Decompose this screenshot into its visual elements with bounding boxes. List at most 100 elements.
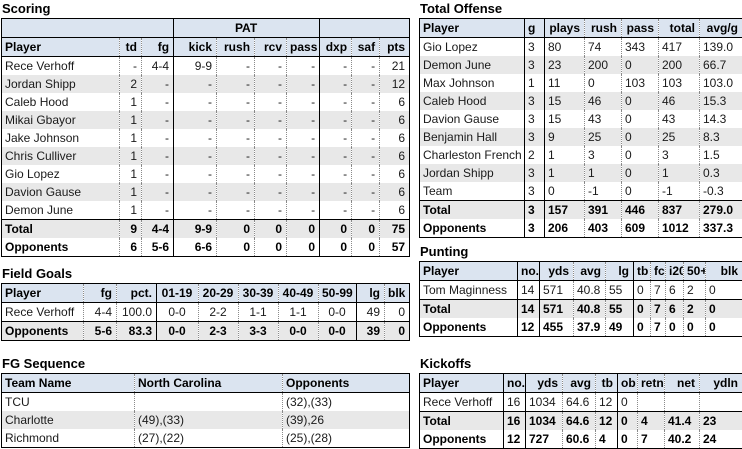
column-header: pts bbox=[380, 38, 410, 57]
stat-cell: - bbox=[217, 183, 255, 201]
stat-cell: - bbox=[217, 201, 255, 220]
stat-cell: - bbox=[320, 57, 352, 76]
row-label-cell: Total bbox=[420, 201, 525, 220]
stat-cell: 103 bbox=[659, 74, 700, 92]
stat-cell: 571 bbox=[540, 281, 574, 300]
group-header-label: PAT bbox=[174, 19, 320, 38]
stat-cell: 49 bbox=[606, 318, 634, 337]
stat-cell: - bbox=[174, 129, 217, 147]
stat-cell: - bbox=[287, 201, 320, 220]
stat-cell: 0 bbox=[706, 318, 742, 337]
column-header: pct. bbox=[117, 284, 157, 303]
column-header: pass bbox=[622, 19, 659, 38]
stat-cell: - bbox=[352, 129, 380, 147]
stat-cell: 0 bbox=[634, 281, 651, 300]
stat-cell: 1-1 bbox=[279, 303, 319, 322]
stat-cell: - bbox=[255, 129, 287, 147]
stat-cell: - bbox=[320, 183, 352, 201]
stat-cell: 0-0 bbox=[319, 303, 357, 322]
stat-cell: 16 bbox=[504, 393, 526, 412]
stat-cell: 1 bbox=[585, 164, 622, 182]
stat-cell: 4 bbox=[638, 412, 665, 431]
stat-cell: 57 bbox=[380, 238, 410, 257]
stat-cell: 11 bbox=[545, 74, 585, 92]
stat-cell: 43 bbox=[585, 110, 622, 128]
stat-cell: - bbox=[320, 75, 352, 93]
stat-cell: 21 bbox=[380, 57, 410, 76]
stat-cell: 9-9 bbox=[174, 57, 217, 76]
stat-cell: 3 bbox=[525, 201, 545, 220]
stat-cell: 23 bbox=[545, 56, 585, 74]
row-label-cell: Opponents bbox=[420, 430, 504, 449]
stat-cell: - bbox=[142, 93, 174, 111]
column-header: total bbox=[659, 19, 700, 38]
stat-cell: 6 bbox=[380, 129, 410, 147]
stat-cell: 3 bbox=[525, 128, 545, 146]
stat-cell: 1 bbox=[120, 165, 142, 183]
stat-cell: 6 bbox=[380, 201, 410, 220]
stat-cell: 0 bbox=[706, 281, 742, 300]
column-header: blk bbox=[385, 284, 410, 303]
stat-cell: 157 bbox=[545, 201, 585, 220]
stat-cell: - bbox=[217, 93, 255, 111]
column-header: avg bbox=[563, 374, 596, 393]
stat-cell: 8.3 bbox=[700, 128, 742, 146]
row-label-cell: Demon June bbox=[2, 201, 120, 220]
stat-cell: 16 bbox=[504, 412, 526, 431]
stat-cell: 7 bbox=[651, 318, 666, 337]
row-label-cell: TCU bbox=[2, 393, 135, 412]
column-header: blk bbox=[706, 262, 742, 281]
row-label-cell: Davion Gause bbox=[2, 183, 120, 201]
column-header: Player bbox=[2, 284, 84, 303]
stat-cell: -0.3 bbox=[700, 182, 742, 201]
column-header: rush bbox=[585, 19, 622, 38]
stat-cell: 41.4 bbox=[665, 412, 700, 431]
stat-cell: 0 bbox=[255, 238, 287, 257]
stat-cell: - bbox=[217, 147, 255, 165]
column-header: retn bbox=[638, 374, 665, 393]
stat-cell: 64.6 bbox=[563, 412, 596, 431]
column-header: Player bbox=[420, 262, 518, 281]
stat-cell: 0 bbox=[618, 412, 638, 431]
row-label-cell: Opponents bbox=[2, 322, 84, 341]
stat-cell: - bbox=[174, 147, 217, 165]
stat-cell: 3-3 bbox=[239, 322, 279, 341]
stat-cell: 1-1 bbox=[239, 303, 279, 322]
stat-cell: 9 bbox=[120, 220, 142, 239]
stat-cell: 12 bbox=[596, 393, 618, 412]
stat-cell: 15 bbox=[545, 110, 585, 128]
stat-cell: 0 bbox=[706, 300, 742, 319]
stat-cell: 1 bbox=[120, 183, 142, 201]
stat-cell bbox=[700, 393, 742, 412]
stat-cell bbox=[135, 393, 283, 412]
row-label-cell: Rece Verhoff bbox=[420, 393, 504, 412]
stat-cell: - bbox=[287, 57, 320, 76]
stat-cell: 40.2 bbox=[665, 430, 700, 449]
stat-cell: 0 bbox=[352, 220, 380, 239]
stat-cell: - bbox=[287, 93, 320, 111]
stat-cell: 0 bbox=[684, 318, 706, 337]
row-label-cell: Caleb Hood bbox=[2, 93, 120, 111]
row-label-cell: Rece Verhoff bbox=[2, 303, 84, 322]
stat-cell: 1 bbox=[659, 164, 700, 182]
stat-cell: 40.8 bbox=[574, 300, 606, 319]
stat-cell: 0 bbox=[320, 220, 352, 239]
row-label-cell: Demon June bbox=[420, 56, 525, 74]
row-label-cell: Jake Johnson bbox=[2, 129, 120, 147]
stat-cell: 0 bbox=[255, 220, 287, 239]
stat-cell: 4-4 bbox=[84, 303, 117, 322]
scoring-title: Scoring bbox=[2, 2, 410, 15]
stat-cell: 6 bbox=[380, 183, 410, 201]
stat-cell: - bbox=[287, 75, 320, 93]
stat-cell: 103 bbox=[622, 74, 659, 92]
